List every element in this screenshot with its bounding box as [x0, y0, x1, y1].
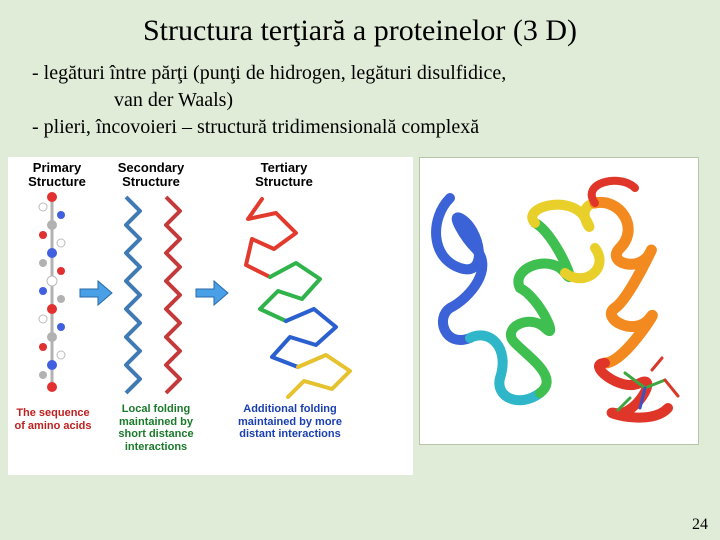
- bullet-2: - plieri, încovoieri – structură tridime…: [32, 114, 690, 141]
- page-number: 24: [692, 516, 708, 534]
- figures-row: PrimaryStructure SecondaryStructure Tert…: [0, 151, 720, 475]
- bullet-1: - legături între părţi (punţi de hidroge…: [32, 60, 690, 87]
- label-tertiary: TertiaryStructure: [244, 161, 324, 190]
- page-title: Structura terţiară a proteinelor (3 D): [0, 0, 720, 56]
- right-figure: [419, 157, 699, 445]
- bullet-1-indent: van der Waals): [32, 87, 690, 114]
- right-figure-svg: [420, 158, 698, 444]
- left-figure: PrimaryStructure SecondaryStructure Tert…: [8, 157, 413, 475]
- caption-tertiary: Additional folding maintained by more di…: [230, 403, 350, 441]
- label-primary: PrimaryStructure: [22, 161, 92, 190]
- caption-secondary: Local folding maintained by short distan…: [104, 403, 208, 454]
- label-secondary: SecondaryStructure: [106, 161, 196, 190]
- bullet-list: - legături între părţi (punţi de hidroge…: [0, 56, 720, 151]
- caption-primary: The sequence of amino acids: [14, 407, 92, 432]
